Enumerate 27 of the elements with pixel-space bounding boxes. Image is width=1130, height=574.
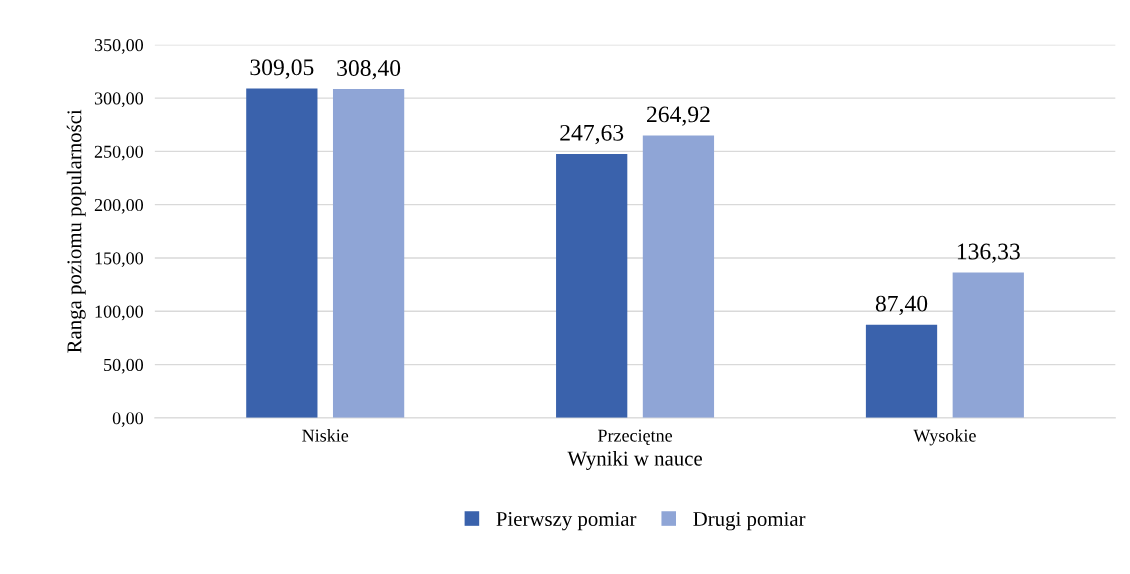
bar [865, 324, 938, 418]
bar [246, 88, 318, 418]
legend-label: Pierwszy pomiar [496, 512, 637, 531]
bar [642, 135, 715, 418]
y-tick-label: 250,00 [94, 145, 144, 161]
data-label: 87,40 [875, 295, 928, 315]
bar [556, 153, 628, 418]
x-tick-label: Przeciętne [597, 429, 673, 446]
bar [332, 89, 405, 418]
bar [952, 272, 1024, 418]
y-tick-label: 100,00 [95, 305, 144, 321]
data-label: 247,63 [560, 124, 624, 145]
data-label: 136,33 [957, 243, 1020, 263]
y-tick-label: 200,00 [94, 198, 144, 214]
y-tick-label: 50,00 [104, 358, 144, 374]
x-axis-title: Wyniki w nauce [567, 450, 702, 470]
legend-label: Drugi pomiar [693, 512, 806, 531]
y-tick-label: 0,00 [112, 412, 144, 427]
y-tick-label: 300,00 [94, 92, 144, 108]
data-label: 264,92 [647, 106, 710, 126]
y-axis-title: Ranga poziomu popularności [66, 109, 86, 353]
data-label: 309,05 [250, 59, 314, 79]
y-tick-label: 350,00 [94, 39, 144, 54]
y-tick-label: 150,00 [95, 252, 144, 268]
data-label: 308,40 [337, 60, 401, 80]
x-tick-label: Wysokie [913, 428, 976, 446]
x-tick-label: Niskie [302, 428, 349, 442]
